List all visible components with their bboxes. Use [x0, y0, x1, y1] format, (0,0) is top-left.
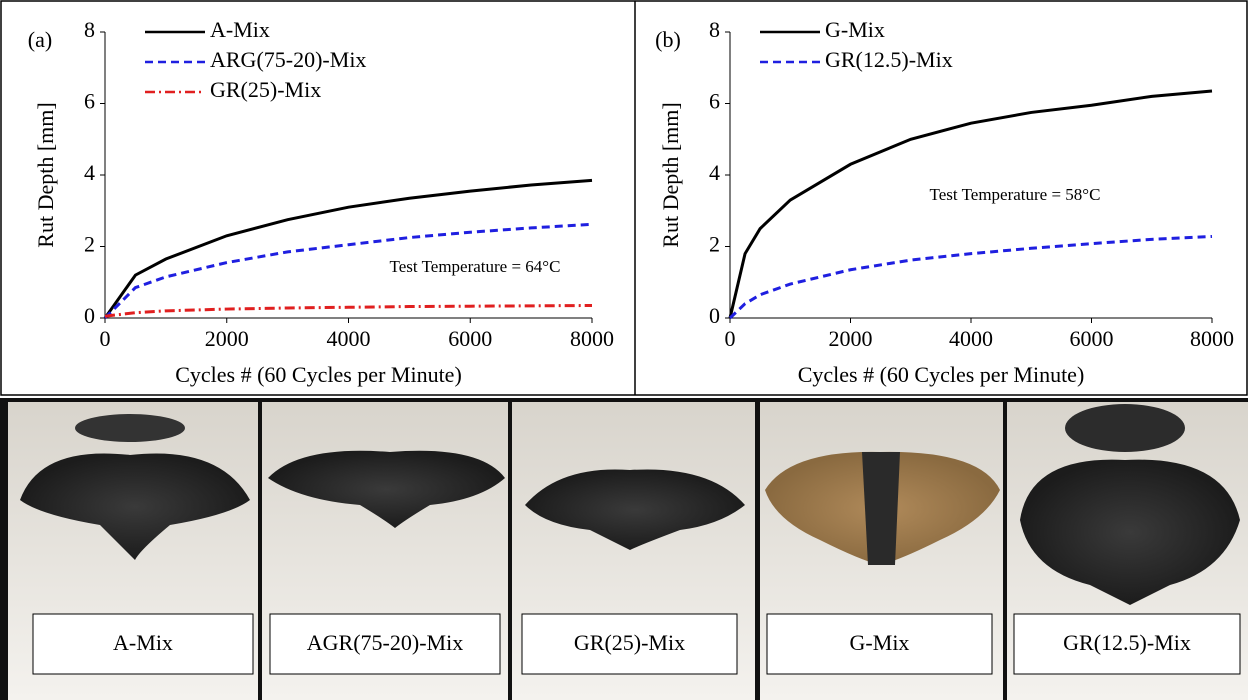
legend-label: ARG(75-20)-Mix	[210, 47, 366, 72]
y-axis-title: Rut Depth [mm]	[658, 102, 683, 247]
x-tick-label: 2000	[829, 326, 873, 351]
photo-label: G-Mix	[850, 630, 910, 655]
photo-label: A-Mix	[113, 630, 173, 655]
photo-label-box	[766, 613, 993, 675]
photo-label-box	[269, 613, 501, 675]
x-tick-label: 8000	[1190, 326, 1234, 351]
x-tick-label: 0	[100, 326, 111, 351]
legend-label: GR(25)-Mix	[210, 77, 321, 102]
y-axis-title: Rut Depth [mm]	[33, 102, 58, 247]
series-line	[728, 89, 1213, 319]
y-tick-label: 2	[84, 232, 95, 257]
y-tick-label: 4	[709, 160, 720, 185]
series-line	[728, 234, 1213, 320]
x-axis-title: Cycles # (60 Cycles per Minute)	[798, 362, 1085, 387]
photo-label: GR(25)-Mix	[574, 630, 685, 655]
y-tick-label: 8	[84, 17, 95, 42]
x-tick-label: 8000	[570, 326, 614, 351]
annotation: Test Temperature = 64°C	[390, 257, 561, 276]
annotation: Test Temperature = 58°C	[930, 185, 1101, 204]
y-tick-label: 2	[709, 232, 720, 257]
legend-label: G-Mix	[825, 17, 885, 42]
x-tick-label: 6000	[1070, 326, 1114, 351]
y-tick-label: 6	[84, 89, 95, 114]
x-tick-label: 6000	[448, 326, 492, 351]
x-tick-label: 4000	[327, 326, 371, 351]
legend-label: A-Mix	[210, 17, 270, 42]
x-tick-label: 0	[725, 326, 736, 351]
photo-label: GR(12.5)-Mix	[1063, 630, 1191, 655]
y-tick-label: 6	[709, 89, 720, 114]
photo-label-box	[32, 613, 254, 675]
panel-label: (a)	[28, 27, 52, 52]
y-tick-label: 4	[84, 160, 95, 185]
photo-label: AGR(75-20)-Mix	[307, 630, 463, 655]
y-tick-label: 0	[84, 303, 95, 328]
series-line	[103, 178, 593, 319]
x-axis-title: Cycles # (60 Cycles per Minute)	[175, 362, 462, 387]
chart-frame	[0, 0, 1248, 396]
x-tick-label: 2000	[205, 326, 249, 351]
x-tick-label: 4000	[949, 326, 993, 351]
legend-label: GR(12.5)-Mix	[825, 47, 953, 72]
photo-label-box	[1013, 613, 1241, 675]
y-tick-label: 0	[709, 303, 720, 328]
y-tick-label: 8	[709, 17, 720, 42]
series-line	[104, 303, 593, 318]
photo-label-box	[521, 613, 738, 675]
panel-label: (b)	[655, 27, 681, 52]
series-line	[103, 222, 593, 320]
